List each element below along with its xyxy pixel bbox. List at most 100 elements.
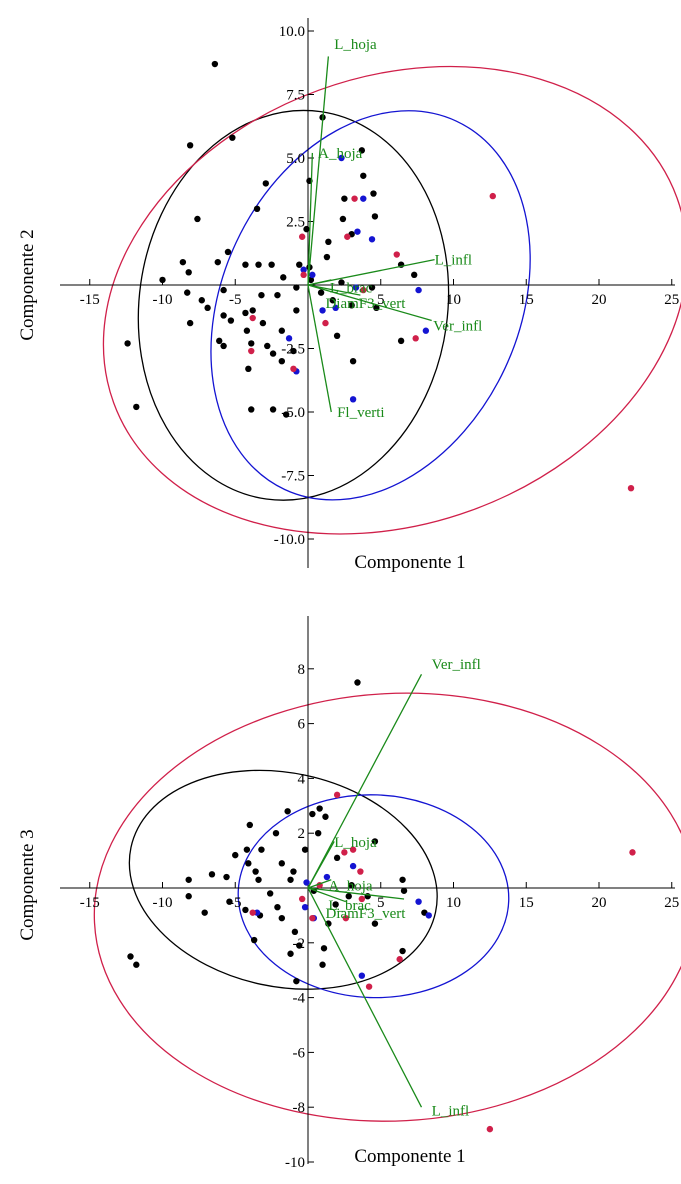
- c2-point-black: [333, 854, 341, 862]
- c2-y-tick-label: -8: [293, 1100, 306, 1116]
- c2-loading-vector: [307, 887, 405, 900]
- c1-point-black: [255, 261, 262, 268]
- c2-point-black: [133, 961, 140, 968]
- c1-point-black: [341, 195, 348, 202]
- c2-point-black: [252, 868, 259, 875]
- c2-point-black: [301, 846, 309, 853]
- c2-point-blue: [301, 903, 309, 911]
- c2-ellipse-blue: [237, 794, 510, 999]
- c1-point-black: [268, 261, 275, 268]
- c1-point-black: [253, 205, 261, 212]
- pca-biplot-componente-1-vs-2: -15-10-5510152025-10.0-7.5-5.0-2.52.55.0…: [17, 18, 681, 573]
- c2-ellipse-black: [128, 769, 438, 990]
- c1-point-blue: [352, 284, 360, 291]
- c2-point-black: [296, 942, 303, 949]
- c2-y-tick-label: 4: [298, 771, 306, 787]
- c2-x-tick-label: 15: [519, 895, 534, 911]
- c2-loading-vector: [307, 841, 335, 889]
- c2-point-black: [322, 813, 329, 820]
- c2-point-black: [232, 851, 239, 859]
- c2-loading-vector: [307, 887, 423, 1108]
- c1-point-blue: [360, 195, 367, 202]
- c1-point-black: [184, 289, 191, 296]
- c1-loading-label: L_brac: [330, 281, 373, 297]
- c1-point-black: [216, 337, 223, 345]
- c1-point-red: [627, 485, 635, 492]
- c1-point-black: [227, 317, 235, 324]
- c1-point-red: [393, 251, 400, 258]
- c1-y-tick-label: 7.5: [286, 88, 305, 104]
- c2-point-black: [278, 914, 286, 922]
- c2-point-black: [399, 876, 406, 883]
- c2-point-black: [287, 950, 294, 957]
- c1-point-black: [303, 225, 310, 233]
- c2-point-black: [258, 846, 265, 853]
- c2-x-tick-label: -10: [153, 895, 173, 911]
- c2-x-tick-label: 25: [664, 895, 679, 911]
- c2-point-black: [290, 868, 297, 875]
- c2-point-red: [298, 895, 306, 903]
- c1-point-blue: [332, 304, 339, 312]
- c1-point-red: [344, 233, 351, 240]
- c1-point-black: [307, 276, 315, 284]
- c1-point-black: [333, 332, 341, 339]
- c2-point-red: [358, 895, 366, 903]
- c2-point-blue: [323, 873, 331, 881]
- c1-point-blue: [349, 396, 357, 403]
- c1-point-black: [325, 238, 332, 246]
- c2-point-red: [349, 846, 357, 853]
- c2-point-black: [245, 860, 252, 867]
- c2-point-black: [255, 876, 262, 883]
- c1-point-black: [368, 284, 376, 291]
- c1-y-tick-label: 2.5: [286, 215, 305, 231]
- c2-point-red: [396, 956, 403, 963]
- c2-point-black: [223, 873, 230, 881]
- c1-point-red: [249, 314, 256, 322]
- c2-point-black: [399, 947, 406, 955]
- c1-point-black: [411, 271, 418, 279]
- c2-ellipse-red: [93, 692, 681, 1122]
- c1-point-black: [360, 172, 367, 179]
- c2-point-black: [320, 945, 328, 952]
- c1-point-black: [186, 319, 194, 327]
- c1-point-blue: [338, 154, 345, 162]
- c1-point-black: [229, 134, 236, 141]
- c1-point-black: [269, 406, 277, 413]
- c2-point-black: [348, 882, 355, 889]
- c1-point-black: [293, 284, 300, 291]
- c1-point-black: [349, 358, 357, 365]
- c2-point-red: [342, 914, 350, 922]
- c1-point-black: [242, 309, 249, 317]
- c1-point-black: [186, 142, 194, 149]
- c1-ellipse-black: [137, 109, 450, 501]
- c1-point-black: [214, 258, 221, 266]
- c1-y-tick-label: -7.5: [281, 469, 305, 485]
- c1-point-black: [282, 411, 290, 418]
- c2-point-black: [274, 903, 281, 911]
- c1-point-black: [249, 307, 256, 314]
- c1-point-red: [300, 271, 307, 279]
- c1-point-black: [371, 213, 379, 220]
- c1-point-black: [242, 261, 249, 268]
- c1-x-tick-label: -15: [80, 292, 100, 308]
- c2-point-black: [354, 679, 361, 686]
- c1-point-black: [262, 180, 270, 187]
- c1-point-black: [220, 342, 227, 350]
- c1-point-red: [489, 192, 496, 200]
- c2-loading-label: Ver_infl: [432, 657, 481, 673]
- c1-point-black: [243, 327, 251, 334]
- c1-loading-vector: [307, 284, 361, 296]
- c1-point-black: [373, 304, 380, 312]
- c1-ellipse-blue: [210, 110, 531, 501]
- c1-loading-label: A_hoja: [318, 146, 363, 162]
- c2-y-tick-label: 2: [298, 826, 306, 842]
- c2-point-black: [316, 805, 323, 812]
- c2-point-black: [243, 846, 251, 853]
- c1-loading-vector: [307, 279, 332, 286]
- c1-point-black: [194, 215, 201, 223]
- c2-y-axis-label: Componente 3: [17, 829, 38, 940]
- c1-point-blue: [309, 271, 316, 279]
- c1-point-black: [211, 60, 219, 68]
- c1-loading-vector: [307, 152, 314, 286]
- c2-point-black: [371, 838, 379, 845]
